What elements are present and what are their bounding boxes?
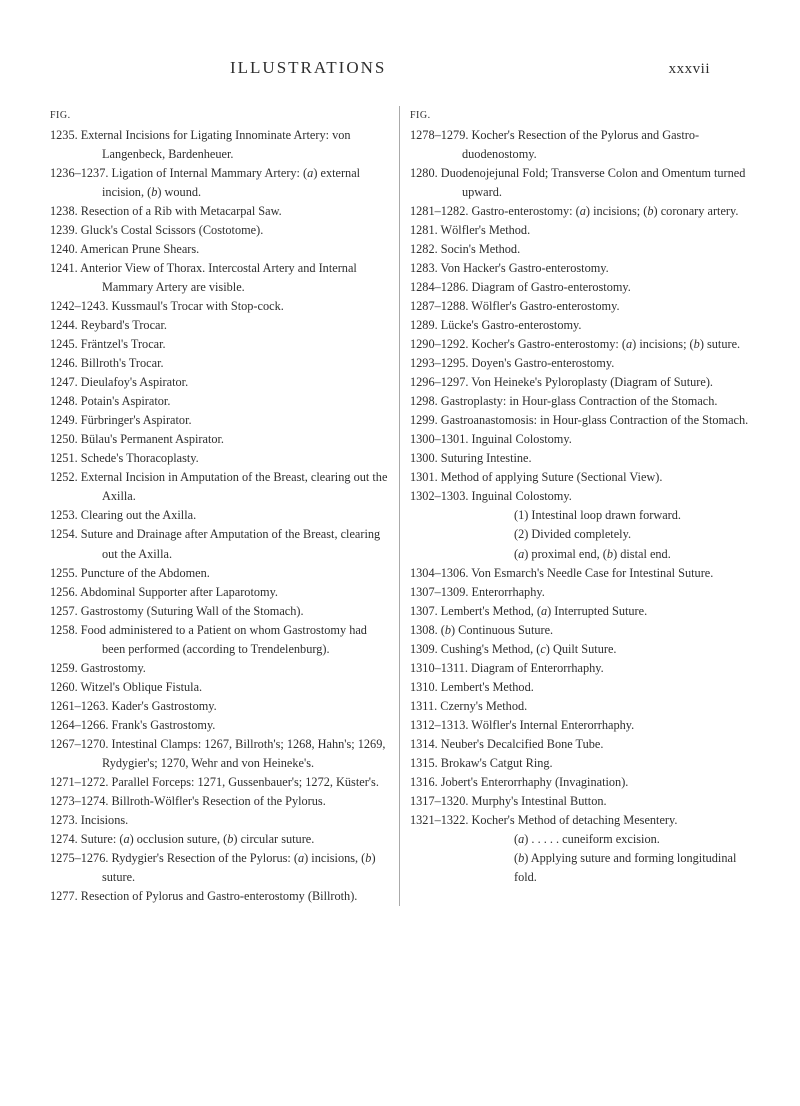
list-entry: 1247. Dieulafoy's Aspirator. [50, 373, 389, 392]
list-entry: 1300–1301. Inguinal Colostomy. [410, 430, 750, 449]
list-entry: 1275–1276. Rydygier's Resection of the P… [50, 849, 389, 887]
list-entry: 1304–1306. Von Esmarch's Needle Case for… [410, 564, 750, 583]
list-entry: 1236–1237. Ligation of Internal Mammary … [50, 164, 389, 202]
entries-right: 1278–1279. Kocher's Resection of the Pyl… [410, 126, 750, 888]
fig-label-right: FIG. [410, 108, 750, 124]
list-entry: 1310–1311. Diagram of Enterorrhaphy. [410, 659, 750, 678]
list-entry: 1273. Incisions. [50, 811, 389, 830]
list-entry: 1315. Brokaw's Catgut Ring. [410, 754, 750, 773]
column-right: FIG. 1278–1279. Kocher's Resection of th… [400, 106, 750, 906]
list-entry: 1284–1286. Diagram of Gastro-enterostomy… [410, 278, 750, 297]
list-entry: 1251. Schede's Thoracoplasty. [50, 449, 389, 468]
list-entry: 1254. Suture and Drainage after Amputati… [50, 525, 389, 563]
list-entry: 1283. Von Hacker's Gastro-enterostomy. [410, 259, 750, 278]
list-entry: 1298. Gastroplasty: in Hour-glass Contra… [410, 392, 750, 411]
entries-left: 1235. External Incisions for Ligating In… [50, 126, 389, 907]
list-entry: 1308. (b) Continuous Suture. [410, 621, 750, 640]
list-entry: 1317–1320. Murphy's Intestinal Button. [410, 792, 750, 811]
list-entry: 1314. Neuber's Decalcified Bone Tube. [410, 735, 750, 754]
list-entry: 1273–1274. Billroth-Wölfler's Resection … [50, 792, 389, 811]
columns: FIG. 1235. External Incisions for Ligati… [50, 106, 750, 906]
list-entry: 1242–1243. Kussmaul's Trocar with Stop-c… [50, 297, 389, 316]
list-entry: 1293–1295. Doyen's Gastro-enterostomy. [410, 354, 750, 373]
list-entry: 1249. Fürbringer's Aspirator. [50, 411, 389, 430]
list-entry: 1287–1288. Wölfler's Gastro-enterostomy. [410, 297, 750, 316]
list-entry: 1307. Lembert's Method, (a) Interrupted … [410, 602, 750, 621]
list-sub-entry: (b) Applying suture and forming longitud… [462, 849, 750, 887]
list-entry: 1278–1279. Kocher's Resection of the Pyl… [410, 126, 750, 164]
list-entry: 1235. External Incisions for Ligating In… [50, 126, 389, 164]
list-sub-entry: (a) . . . . . cuneiform excision. [462, 830, 750, 849]
column-left: FIG. 1235. External Incisions for Ligati… [50, 106, 400, 906]
list-entry: 1281–1282. Gastro-enterostomy: (a) incis… [410, 202, 750, 221]
fig-label-left: FIG. [50, 108, 389, 124]
list-entry: 1259. Gastrostomy. [50, 659, 389, 678]
list-entry: 1307–1309. Enterorrhaphy. [410, 583, 750, 602]
list-entry: 1246. Billroth's Trocar. [50, 354, 389, 373]
list-entry: 1310. Lembert's Method. [410, 678, 750, 697]
list-entry: 1238. Resection of a Rib with Metacarpal… [50, 202, 389, 221]
list-sub-entry: (a) proximal end, (b) distal end. [462, 545, 750, 564]
list-entry: 1248. Potain's Aspirator. [50, 392, 389, 411]
list-entry: 1282. Socin's Method. [410, 240, 750, 259]
list-entry: 1258. Food administered to a Patient on … [50, 621, 389, 659]
list-entry: 1281. Wölfler's Method. [410, 221, 750, 240]
header-pagenum: xxxvii [669, 61, 710, 78]
page-header: ILLUSTRATIONS xxxvii [50, 58, 750, 78]
list-entry: 1250. Bülau's Permanent Aspirator. [50, 430, 389, 449]
list-sub-entry: (2) Divided completely. [462, 525, 750, 544]
list-entry: 1300. Suturing Intestine. [410, 449, 750, 468]
list-entry: 1299. Gastroanastomosis: in Hour-glass C… [410, 411, 750, 430]
list-entry: 1301. Method of applying Suture (Section… [410, 468, 750, 487]
list-entry: 1290–1292. Kocher's Gastro-enterostomy: … [410, 335, 750, 354]
list-entry: 1296–1297. Von Heineke's Pyloroplasty (D… [410, 373, 750, 392]
list-entry: 1260. Witzel's Oblique Fistula. [50, 678, 389, 697]
list-entry: 1240. American Prune Shears. [50, 240, 389, 259]
list-entry: 1309. Cushing's Method, (c) Quilt Suture… [410, 640, 750, 659]
list-entry: 1256. Abdominal Supporter after Laparoto… [50, 583, 389, 602]
list-entry: 1253. Clearing out the Axilla. [50, 506, 389, 525]
page-root: ILLUSTRATIONS xxxvii FIG. 1235. External… [0, 0, 800, 956]
list-entry: 1261–1263. Kader's Gastrostomy. [50, 697, 389, 716]
list-entry: 1321–1322. Kocher's Method of detaching … [410, 811, 750, 887]
list-entry: 1267–1270. Intestinal Clamps: 1267, Bill… [50, 735, 389, 773]
list-entry: 1257. Gastrostomy (Suturing Wall of the … [50, 602, 389, 621]
list-sub-entry: (1) Intestinal loop drawn forward. [462, 506, 750, 525]
list-entry: 1280. Duodenojejunal Fold; Transverse Co… [410, 164, 750, 202]
list-entry: 1277. Resection of Pylorus and Gastro-en… [50, 887, 389, 906]
list-entry: 1311. Czerny's Method. [410, 697, 750, 716]
list-entry: 1312–1313. Wölfler's Internal Enterorrha… [410, 716, 750, 735]
list-entry: 1252. External Incision in Amputation of… [50, 468, 389, 506]
list-entry: 1302–1303. Inguinal Colostomy.(1) Intest… [410, 487, 750, 563]
list-entry: 1274. Suture: (a) occlusion suture, (b) … [50, 830, 389, 849]
list-entry: 1245. Fräntzel's Trocar. [50, 335, 389, 354]
list-entry: 1241. Anterior View of Thorax. Intercost… [50, 259, 389, 297]
list-entry: 1264–1266. Frank's Gastrostomy. [50, 716, 389, 735]
list-entry: 1239. Gluck's Costal Scissors (Costotome… [50, 221, 389, 240]
list-entry: 1244. Reybard's Trocar. [50, 316, 389, 335]
list-entry: 1316. Jobert's Enterorrhaphy (Invaginati… [410, 773, 750, 792]
header-title: ILLUSTRATIONS [230, 58, 386, 78]
list-entry: 1289. Lücke's Gastro-enterostomy. [410, 316, 750, 335]
list-entry: 1271–1272. Parallel Forceps: 1271, Gusse… [50, 773, 389, 792]
list-entry: 1255. Puncture of the Abdomen. [50, 564, 389, 583]
